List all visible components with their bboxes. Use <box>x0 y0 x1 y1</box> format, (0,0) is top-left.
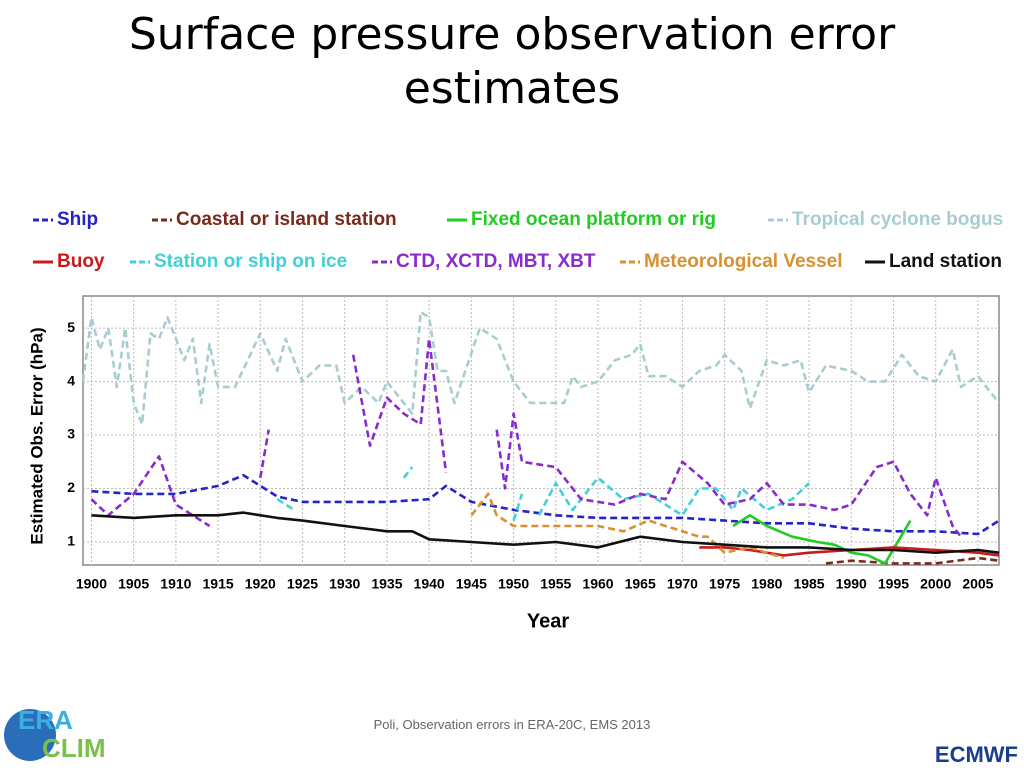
series-line <box>91 473 1000 536</box>
legend-item: Meteorological Vessel <box>620 251 843 272</box>
x-tick-label: 1930 <box>329 576 360 592</box>
series-line <box>825 556 1000 565</box>
x-tick-label: 2005 <box>962 576 993 592</box>
footer: Poli, Observation errors in ERA-20C, EMS… <box>373 717 651 732</box>
legend-item: Station or ship on ice <box>130 251 347 272</box>
legend-label: Station or ship on ice <box>154 251 347 272</box>
x-tick-label: 1915 <box>203 576 234 592</box>
x-tick-label: 1900 <box>76 576 107 592</box>
x-tick-label: 1980 <box>751 576 782 592</box>
legend-label: Coastal or island station <box>176 209 397 230</box>
x-tick-label: 1965 <box>625 576 656 592</box>
series-line <box>91 511 1000 554</box>
x-tick-label: 1925 <box>287 576 318 592</box>
ecmwf-logo: ECMWF <box>935 742 1018 767</box>
x-tick-label: 1905 <box>118 576 149 592</box>
y-tick-label: 5 <box>67 319 75 335</box>
legend-label: Meteorological Vessel <box>644 251 843 272</box>
y-tick-label: 4 <box>67 372 75 388</box>
legend-item: Fixed ocean platform or rig <box>447 209 716 230</box>
x-tick-label: 1955 <box>540 576 571 592</box>
legend-item: Buoy <box>33 251 105 272</box>
legend-item: Tropical cyclone bogus <box>768 209 1003 230</box>
x-axis-title: Year <box>527 610 569 632</box>
x-tick-label: 2000 <box>920 576 951 592</box>
x-tick-label: 1935 <box>371 576 402 592</box>
y-tick-label: 1 <box>67 533 75 549</box>
legend-label: Fixed ocean platform or rig <box>471 209 716 230</box>
legend-label: CTD, XCTD, MBT, XBT <box>396 251 596 272</box>
x-tick-label: 1945 <box>456 576 487 592</box>
y-tick-label: 2 <box>67 479 75 495</box>
x-tick-label: 1940 <box>414 576 445 592</box>
legend-label: Buoy <box>57 251 105 272</box>
x-tick-label: 1960 <box>582 576 613 592</box>
legend-item: Land station <box>865 251 1002 272</box>
legend-item: Ship <box>33 209 98 230</box>
x-tick-label: 1995 <box>878 576 909 592</box>
series-line <box>470 492 785 560</box>
legend-item: CTD, XCTD, MBT, XBT <box>372 251 596 272</box>
series-line <box>90 337 963 538</box>
era-clim-logo: ERA CLIM <box>4 705 106 763</box>
plot-frame <box>82 295 1000 566</box>
legend-item: Coastal or island station <box>152 209 397 230</box>
logo-text: ERA <box>18 705 73 735</box>
series-line <box>732 514 912 565</box>
x-tick-label: 1975 <box>709 576 740 592</box>
logo-text: CLIM <box>42 733 106 763</box>
x-tick-label: 1950 <box>498 576 529 592</box>
logo-shape <box>4 709 56 761</box>
x-tick-label: 1990 <box>836 576 867 592</box>
y-axis-title: Estimated Obs. Error (hPa) <box>27 327 46 544</box>
x-tick-label: 1910 <box>160 576 191 592</box>
legend-label: Ship <box>57 209 98 230</box>
x-tick-label: 1970 <box>667 576 698 592</box>
y-tick-label: 3 <box>67 426 75 442</box>
x-tick-label: 1920 <box>245 576 276 592</box>
legend-label: Tropical cyclone bogus <box>792 209 1003 230</box>
series-line <box>276 466 810 521</box>
legend-label: Land station <box>889 251 1002 272</box>
slide-title: Surface pressure observation error estim… <box>128 9 896 114</box>
x-tick-label: 1985 <box>793 576 824 592</box>
